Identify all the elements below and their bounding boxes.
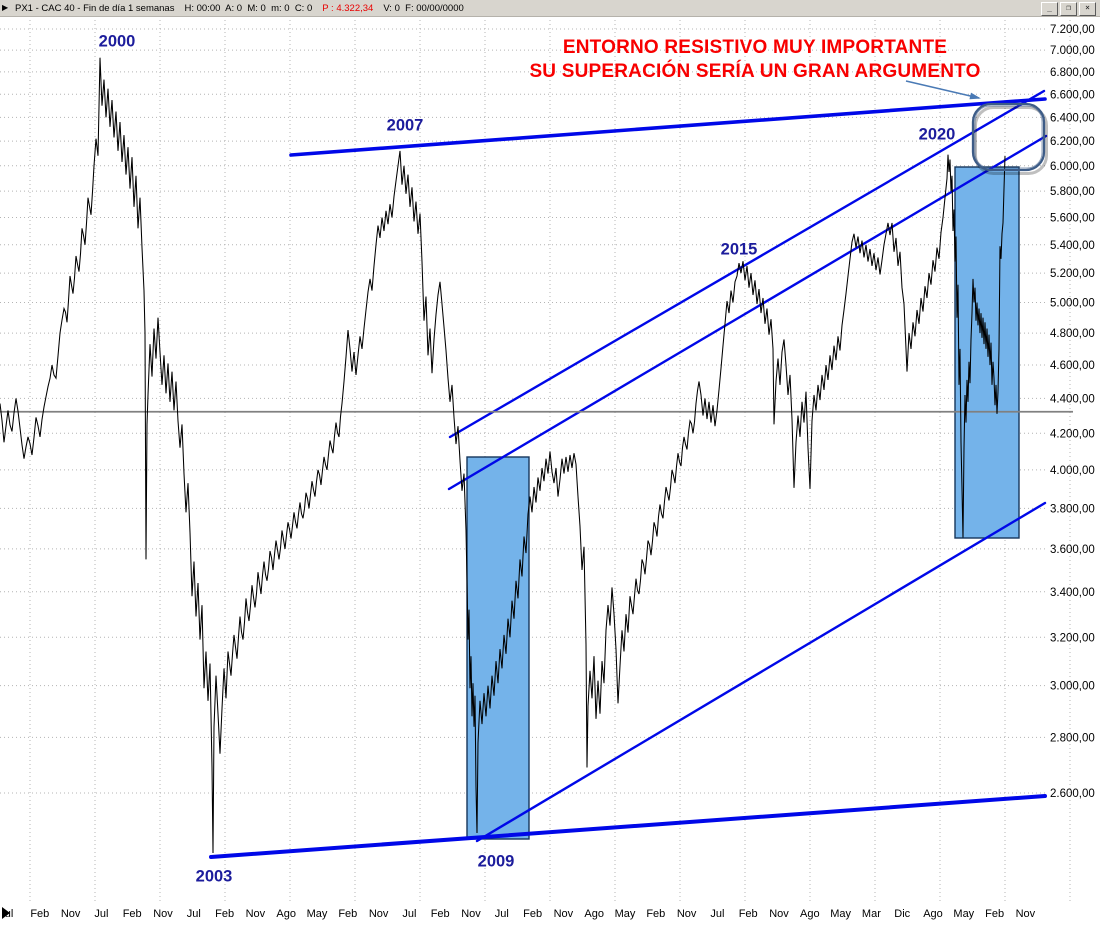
resistance-annotation-line1: ENTORNO RESISTIVO MUY IMPORTANTE	[562, 37, 948, 58]
y-axis-price-label: 6.400,00	[1050, 112, 1095, 124]
x-axis-month-label: ul	[5, 908, 14, 920]
y-axis-price-label: 4.200,00	[1050, 428, 1095, 440]
x-axis-month-label: Dic	[894, 908, 910, 920]
x-axis-month-label: Nov	[369, 908, 389, 920]
y-axis-price-label: 4.800,00	[1050, 328, 1095, 340]
y-axis-price-label: 2.800,00	[1050, 732, 1095, 744]
quote-fields-right: V: 0 F: 00/00/0000	[383, 2, 464, 14]
y-axis-price-label: 5.600,00	[1050, 213, 1095, 225]
x-axis-month-label: Feb	[431, 908, 450, 920]
x-axis-month-label: Jul	[94, 908, 108, 920]
x-axis-month-label: May	[307, 908, 328, 920]
y-axis-price-label: 4.600,00	[1050, 360, 1095, 372]
y-axis-price-label: 5.000,00	[1050, 298, 1095, 310]
x-axis-month-label: Nov	[61, 908, 81, 920]
year-label-2009: 2009	[477, 852, 515, 871]
instrument-title: PX1 - CAC 40 - Fin de día 1 semanas	[15, 2, 175, 14]
x-axis-month-label: Jul	[495, 908, 509, 920]
title-bar[interactable]: ▶ PX1 - CAC 40 - Fin de día 1 semanas H:…	[0, 0, 1100, 17]
y-axis-price-label: 6.800,00	[1050, 67, 1095, 79]
year-label-2015: 2015	[720, 240, 758, 259]
x-axis-month-label: May	[615, 908, 636, 920]
y-axis-price-label: 6.200,00	[1050, 136, 1095, 148]
play-arrow-icon: ▶	[2, 3, 9, 12]
x-axis-month-label: Jul	[187, 908, 201, 920]
y-axis-price-label: 3.000,00	[1050, 681, 1095, 693]
x-axis-month-label: Mar	[862, 908, 881, 920]
y-axis-price-label: 6.000,00	[1050, 161, 1095, 173]
channel-top-line[interactable]	[448, 89, 1046, 439]
last-price-field: P : 4.322,34	[322, 2, 374, 14]
x-axis-month-label: Feb	[985, 908, 1004, 920]
year-label-2003: 2003	[195, 867, 233, 886]
y-axis-price-label: 7.000,00	[1050, 45, 1095, 57]
window-controls: _ ❐ ×	[1041, 2, 1096, 16]
x-axis-month-label: Feb	[123, 908, 142, 920]
quote-fields-left: H: 00:00 A: 0 M: 0 m: 0 C: 0	[184, 2, 313, 14]
y-axis-price-label: 5.400,00	[1050, 240, 1095, 252]
x-axis-month-label: Nov	[769, 908, 789, 920]
channel-bottom-line[interactable]	[447, 134, 1048, 491]
x-axis-month-label: Ago	[800, 908, 820, 920]
x-axis-month-label: Nov	[461, 908, 481, 920]
year-label-2007: 2007	[386, 116, 424, 135]
y-axis-price-label: 4.400,00	[1050, 393, 1095, 405]
x-axis-month-label: Feb	[646, 908, 665, 920]
x-axis-month-label: Nov	[153, 908, 173, 920]
base-2003-2009-line[interactable]	[209, 794, 1047, 859]
x-axis-month-label: Ago	[276, 908, 296, 920]
x-axis-month-label: Feb	[523, 908, 542, 920]
y-axis-price-label: 3.600,00	[1050, 544, 1095, 556]
highlight-circle-inner	[974, 105, 1043, 169]
y-axis-price-label: 7.200,00	[1050, 24, 1095, 36]
year-label-2000: 2000	[98, 32, 136, 51]
y-axis-price-label: 6.600,00	[1050, 89, 1095, 101]
y-axis-price-label: 3.800,00	[1050, 503, 1095, 515]
resistance-annotation-line2: SU SUPERACIÓN SERÍA UN GRAN ARGUMENTO	[529, 61, 981, 82]
minimize-button[interactable]: _	[1041, 2, 1058, 16]
resistance-annotation: ENTORNO RESISTIVO MUY IMPORTANTE SU SUPE…	[505, 36, 1005, 84]
x-axis-month-label: Jul	[710, 908, 724, 920]
x-axis-month-label: Jul	[402, 908, 416, 920]
y-axis-price-label: 2.600,00	[1050, 788, 1095, 800]
x-axis-month-label: May	[953, 908, 974, 920]
restore-button[interactable]: ❐	[1060, 2, 1077, 16]
y-axis-price-label: 5.200,00	[1050, 268, 1095, 280]
x-axis-month-label: Nov	[246, 908, 266, 920]
upper-resistance-line[interactable]	[289, 97, 1047, 157]
x-axis-month-label: Nov	[677, 908, 697, 920]
y-axis-price-label: 5.800,00	[1050, 186, 1095, 198]
close-button[interactable]: ×	[1079, 2, 1096, 16]
crisis-2020-box[interactable]	[954, 166, 1020, 539]
axis-start-triangle-icon[interactable]	[2, 907, 10, 919]
x-axis-month-label: Ago	[584, 908, 604, 920]
x-axis-month-label: Feb	[30, 908, 49, 920]
annotation-arrow-line[interactable]	[905, 80, 980, 99]
x-axis-month-label: Nov	[554, 908, 574, 920]
y-axis-price-label: 3.200,00	[1050, 632, 1095, 644]
y-axis-price-label: 4.000,00	[1050, 465, 1095, 477]
support-2009-line[interactable]	[475, 501, 1047, 843]
y-axis-price-label: 3.400,00	[1050, 587, 1095, 599]
x-axis-month-label: Feb	[739, 908, 758, 920]
x-axis-month-label: Feb	[215, 908, 234, 920]
highlight-circle[interactable]	[971, 102, 1046, 172]
highlight-circle-shadow	[974, 106, 1048, 175]
year-label-2020: 2020	[918, 125, 956, 144]
price-line-cac40	[0, 57, 1006, 854]
x-axis-month-label: Nov	[1016, 908, 1036, 920]
annotation-arrowhead-icon	[969, 92, 981, 100]
x-axis-month-label: Feb	[338, 908, 357, 920]
x-axis-month-label: Ago	[923, 908, 943, 920]
x-axis-month-label: May	[830, 908, 851, 920]
